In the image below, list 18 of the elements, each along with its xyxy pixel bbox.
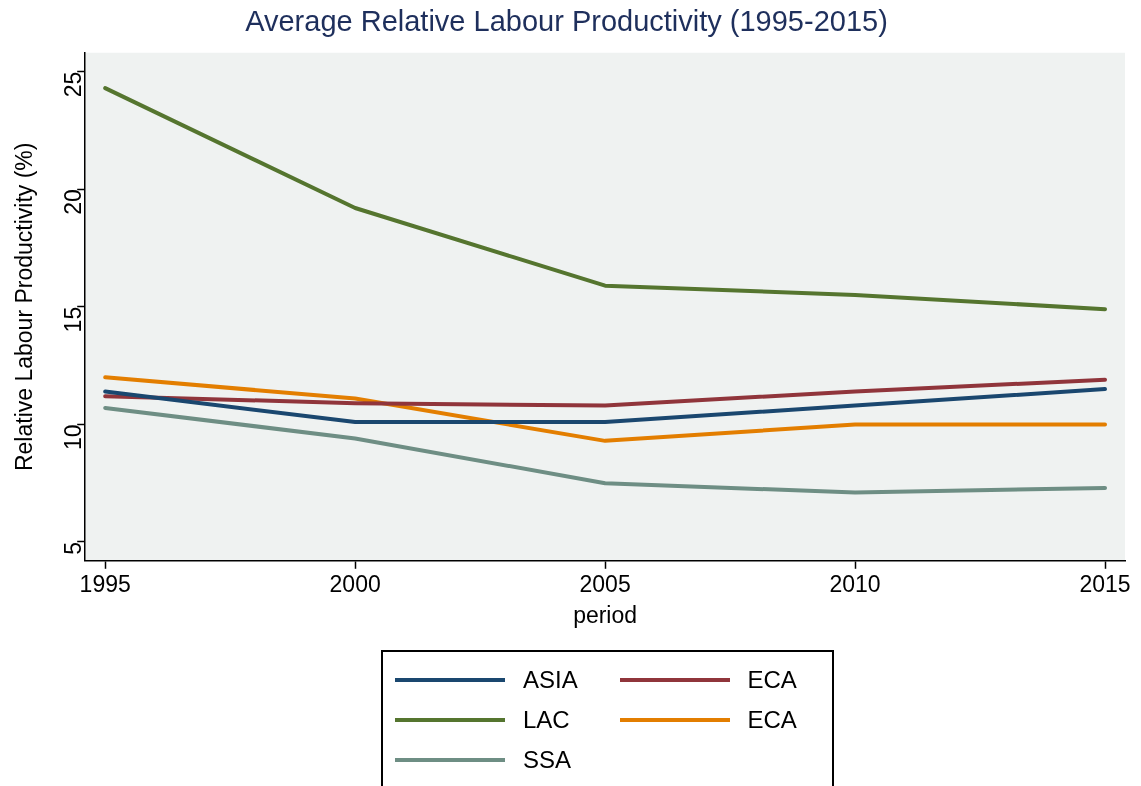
legend-label: LAC (523, 706, 570, 734)
chart-title: Average Relative Labour Productivity (1995-2015) (245, 5, 888, 38)
x-tick-label: 2010 (829, 570, 881, 597)
x-tick-label: 1995 (79, 570, 131, 597)
y-tick-label: 10 (59, 424, 86, 450)
legend-label: ASIA (523, 666, 578, 694)
legend-label: SSA (523, 746, 572, 774)
x-tick-label: 2015 (1079, 570, 1131, 597)
y-axis-title: Relative Labour Productivity (%) (11, 142, 38, 472)
y-tick-label: 20 (59, 189, 86, 215)
x-tick-label: 2005 (579, 570, 631, 597)
y-tick-label: 5 (59, 541, 86, 555)
y-tick-label: 15 (59, 306, 86, 333)
x-tick-label: 2000 (329, 570, 381, 597)
x-axis-title: period (573, 601, 638, 628)
y-tick-label: 25 (59, 71, 86, 98)
legend-label: ECA (747, 666, 797, 694)
legend-label: ECA (747, 706, 797, 734)
